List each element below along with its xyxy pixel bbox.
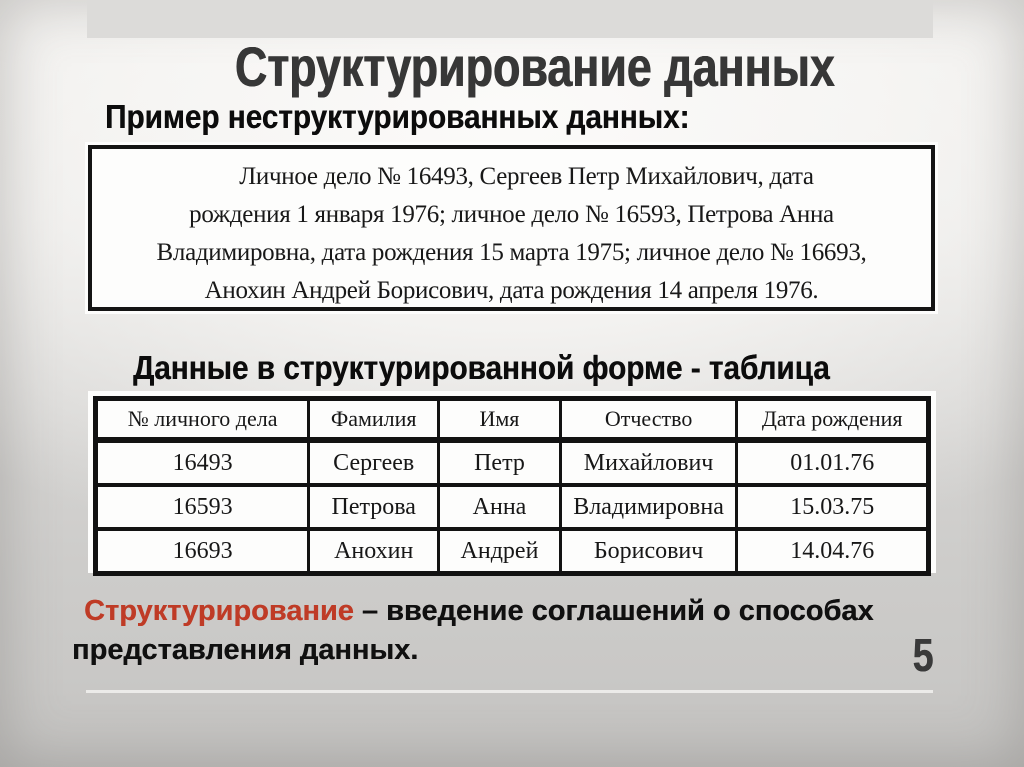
definition-rest-line2: представления данных. xyxy=(72,634,419,666)
unstructured-data-box: Личное дело № 16493, Сергеев Петр Михайл… xyxy=(85,142,938,314)
table-cell: Петрова xyxy=(307,483,441,531)
footer-divider xyxy=(86,690,933,693)
unstructured-data-box-border: Личное дело № 16493, Сергеев Петр Михайл… xyxy=(88,145,935,311)
table-cell: Анохин xyxy=(307,527,441,576)
table-header-cell: Дата рождения xyxy=(735,396,930,443)
table-cell: Михайлович xyxy=(558,438,739,487)
table-row: 16593 Петрова Анна Владимировна 15.03.75 xyxy=(93,483,930,531)
table-cell: Владимировна xyxy=(558,483,739,531)
definition-term: Структурирование xyxy=(84,595,354,627)
table-header-cell: Отчество xyxy=(558,396,739,443)
table-header-cell: Имя xyxy=(437,396,562,443)
table-header-row: № личного дела Фамилия Имя Отчество Дата… xyxy=(93,396,930,443)
unstructured-text-line: Личное дело № 16493, Сергеев Петр Михайл… xyxy=(239,163,814,190)
table-cell: 16493 xyxy=(93,438,311,487)
table-cell: Сергеев xyxy=(307,438,441,487)
unstructured-data-label: Пример неструктурированных данных: xyxy=(105,98,690,135)
page-number: 5 xyxy=(912,629,934,681)
table-cell: Анна xyxy=(437,483,562,531)
structured-data-table-panel: № личного дела Фамилия Имя Отчество Дата… xyxy=(88,391,936,576)
structured-data-label: Данные в структурированной форме - табли… xyxy=(133,349,830,386)
table-row: 16693 Анохин Андрей Борисович 14.04.76 xyxy=(93,527,930,576)
definition-text: Структурирование – введение соглашений о… xyxy=(72,592,964,670)
table-cell: 16693 xyxy=(93,527,311,576)
structured-data-table: № личного дела Фамилия Имя Отчество Дата… xyxy=(93,396,931,576)
table-cell: 14.04.76 xyxy=(735,527,930,576)
table-cell: Борисович xyxy=(558,527,739,576)
unstructured-text-line: рождения 1 января 1976; личное дело № 16… xyxy=(189,201,834,228)
table-cell: Андрей xyxy=(437,527,562,576)
slide-title: Структурирование данных xyxy=(23,38,1024,96)
header-band xyxy=(87,0,933,38)
table-row: 16493 Сергеев Петр Михайлович 01.01.76 xyxy=(93,438,930,487)
table-header-cell: Фамилия xyxy=(307,396,441,443)
unstructured-text-line: Анохин Андрей Борисович, дата рождения 1… xyxy=(204,277,819,304)
definition-rest-line1: – введение соглашений о способах xyxy=(353,595,874,627)
table-cell: 01.01.76 xyxy=(735,438,930,487)
slide-title-text: Структурирование данных xyxy=(235,35,835,98)
table-header-cell: № личного дела xyxy=(93,396,311,443)
table-cell: Петр xyxy=(437,438,562,487)
table-cell: 16593 xyxy=(93,483,311,531)
table-cell: 15.03.75 xyxy=(735,483,930,531)
unstructured-text-line: Владимировна, дата рождения 15 марта 197… xyxy=(156,239,867,266)
